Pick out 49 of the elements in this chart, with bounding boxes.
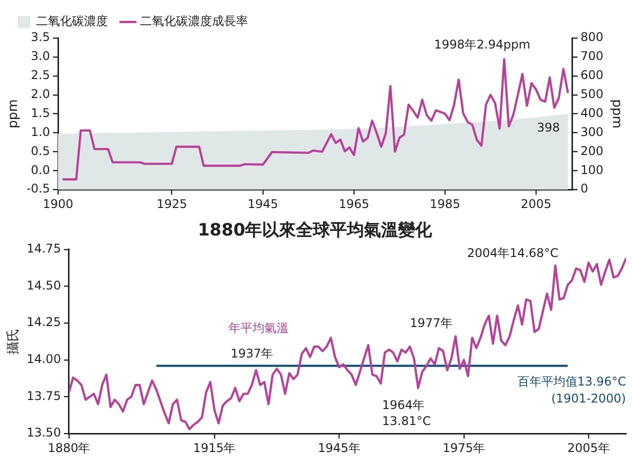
y2-axis-title: ppm — [608, 99, 624, 128]
legend-label: 二氧化碳濃度成長率 — [140, 14, 248, 28]
y-tick-label: 2.5 — [30, 68, 50, 82]
y-axis-title: 攝氏 — [6, 328, 22, 354]
chart-title: 1880年以來全球平均氣溫變化 — [198, 220, 434, 241]
y2-tick-label: 400 — [580, 106, 604, 120]
x-tick-label: 2005年 — [567, 440, 610, 455]
y-tick-label: 0.5 — [30, 144, 50, 158]
x-tick-label: 1945年 — [318, 440, 360, 455]
y-tick-label: 3.5 — [30, 30, 50, 44]
series-label: 年平均氣溫 — [228, 321, 288, 336]
x-tick-label: 1925 — [156, 196, 188, 211]
y2-tick-label: 100 — [580, 162, 604, 177]
x-tick-label: 1985 — [430, 196, 460, 211]
y-tick-label: 3.0 — [30, 49, 50, 64]
x-tick-label: 1900 — [42, 196, 74, 211]
y2-tick-label: 500 — [580, 86, 604, 101]
y2-tick-label: 700 — [580, 49, 604, 64]
y-tick-label: 14.75 — [26, 242, 61, 256]
y-tick-label: 14.00 — [26, 352, 61, 366]
annotation: 1964年 13.81°C — [382, 398, 431, 428]
x-tick-label: 1880年 — [48, 440, 90, 455]
y2-tick-label: 300 — [580, 124, 604, 139]
y-axis-title: ppm — [6, 99, 22, 128]
y-tick-label: 13.50 — [26, 426, 61, 440]
x-tick-label: 1945 — [248, 196, 278, 211]
y-tick-label: -0.5 — [26, 182, 50, 196]
y-tick-label: 1.5 — [30, 106, 50, 120]
series-label: 百年平均值13.96°C (1901-2000) — [517, 374, 626, 406]
y-tick-label: 14.25 — [26, 315, 61, 330]
x-tick-label: 2005 — [520, 196, 552, 211]
y-tick-label: 0.0 — [30, 162, 50, 177]
x-tick-label: 1965 — [338, 196, 370, 211]
x-tick-label: 1915年 — [193, 440, 236, 455]
annotation: 1937年 — [230, 346, 274, 360]
y2-tick-label: 800 — [580, 30, 604, 44]
y-tick-label: 14.50 — [26, 278, 61, 292]
y2-tick-label: 200 — [580, 144, 604, 158]
annotation: 1977年 — [410, 316, 452, 330]
y-tick-label: 2.0 — [30, 86, 50, 101]
y-tick-label: 13.75 — [26, 388, 61, 403]
y2-tick-label: 0 — [580, 182, 588, 196]
data-label: 398 — [537, 120, 560, 134]
annotation: 1998年2.94ppm — [434, 37, 530, 52]
legend-label: 二氧化碳濃度 — [36, 14, 108, 28]
annotation: 2004年14.68°C — [467, 246, 558, 260]
y-tick-label: 1.0 — [30, 124, 50, 139]
y2-tick-label: 600 — [580, 68, 604, 82]
x-tick-label: 1975年 — [442, 440, 486, 455]
